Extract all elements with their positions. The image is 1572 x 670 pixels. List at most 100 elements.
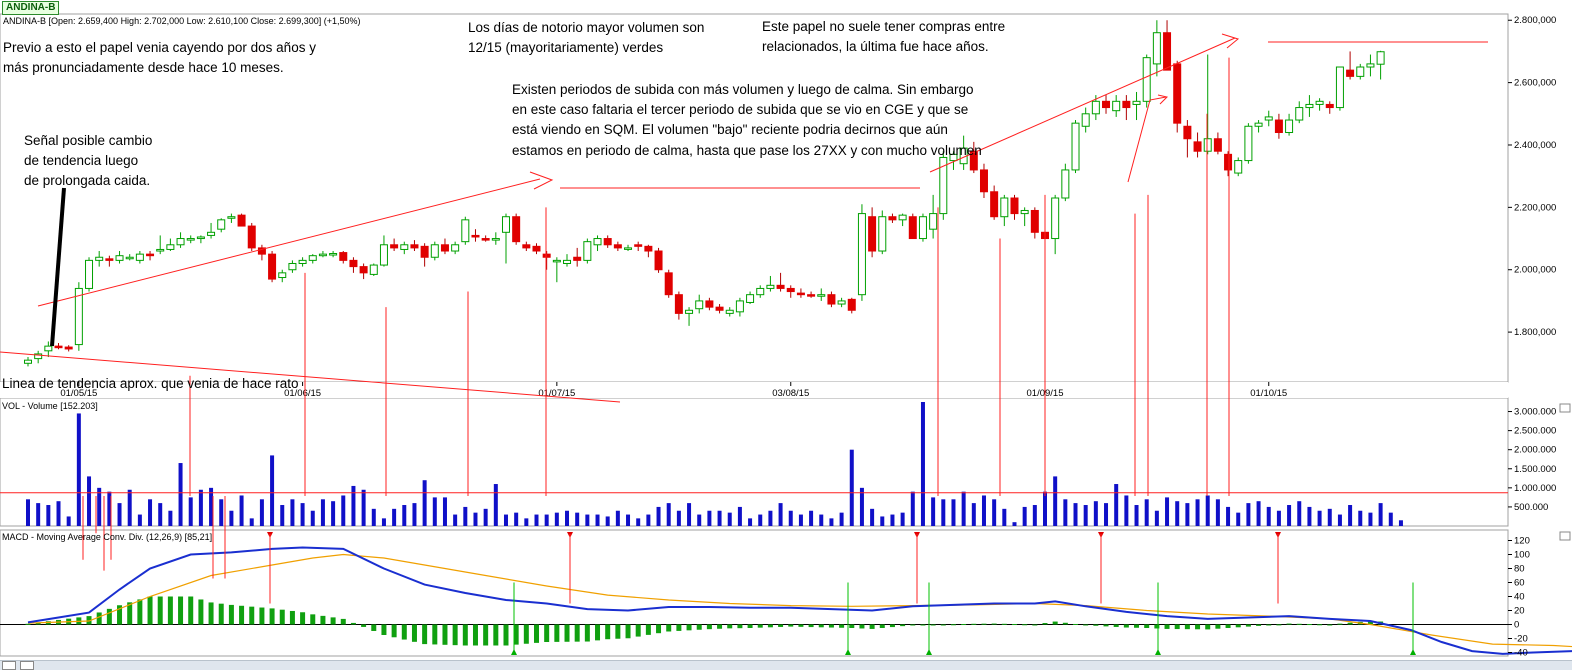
macd-tick-label: -20 <box>1514 634 1528 645</box>
candle-body <box>878 216 887 252</box>
volume-bar <box>920 402 925 526</box>
macd-histogram-bar <box>564 624 570 642</box>
candle-body <box>1325 103 1334 109</box>
candle-body <box>1152 32 1161 65</box>
volume-bar <box>544 514 549 526</box>
macd-panel[interactable] <box>0 529 1509 657</box>
volume-bar <box>951 499 956 526</box>
macd-tick-label: 40 <box>1514 592 1525 603</box>
candle-body <box>969 150 978 171</box>
volume-bar <box>1246 503 1251 526</box>
candle-body <box>339 252 348 261</box>
candle-body <box>44 345 53 352</box>
volume-bar <box>554 512 559 526</box>
macd-histogram-bar <box>981 623 987 625</box>
volume-bar <box>1337 514 1342 526</box>
candle-body <box>501 216 510 233</box>
volume-bar <box>1032 505 1037 526</box>
candle-body <box>695 300 704 310</box>
volume-bar <box>849 449 854 526</box>
macd-histogram-bar <box>503 624 509 646</box>
volume-bar <box>585 514 590 526</box>
candle-body <box>349 259 358 268</box>
candle-body <box>654 250 663 271</box>
macd-histogram-bar <box>869 624 875 629</box>
symbol-tab[interactable]: ANDINA-B <box>2 1 60 15</box>
buy-marker <box>511 649 517 655</box>
candle-body <box>379 244 388 266</box>
note-volume-2: 12/15 (mayoritariamente) verdes <box>468 40 663 55</box>
candle-body <box>1081 113 1090 127</box>
arrow-head-2 <box>1221 33 1240 49</box>
macd-histogram-bar <box>188 596 194 625</box>
macd-histogram-bar <box>696 624 702 630</box>
volume-bar <box>758 514 763 526</box>
volume-bar <box>687 503 692 526</box>
macd-histogram-bar <box>1154 624 1160 629</box>
candle-body <box>1173 63 1182 124</box>
candle-body <box>1234 160 1243 174</box>
candle-body <box>644 245 653 252</box>
macd-histogram-bar <box>239 605 245 625</box>
volume-panel[interactable] <box>0 397 1509 527</box>
long-trendline <box>0 351 621 403</box>
macd-histogram-bar <box>920 624 926 626</box>
macd-histogram-bar <box>757 624 763 628</box>
candle-body <box>786 287 795 293</box>
price-panel[interactable] <box>0 13 1509 383</box>
volume-bar <box>341 495 346 526</box>
candle-body <box>451 244 460 252</box>
candle-body <box>1102 100 1111 109</box>
macd-histogram-bar <box>1083 624 1089 626</box>
up-trendline-1 <box>37 178 541 307</box>
candle-body <box>685 309 694 314</box>
macd-histogram-bar <box>961 624 967 626</box>
candle-body <box>1254 122 1263 127</box>
macd-histogram-bar <box>452 624 458 646</box>
macd-histogram-bar <box>1093 624 1099 626</box>
volume-bar <box>219 499 224 526</box>
volume-tick-label: 2.500.000 <box>1514 426 1556 437</box>
candle-body <box>237 214 246 227</box>
macd-tick-label: 20 <box>1514 606 1525 617</box>
macd-histogram-bar <box>839 624 845 628</box>
candle-body <box>146 253 155 257</box>
macd-histogram-bar <box>1367 621 1373 625</box>
macd-histogram-bar <box>1011 624 1017 626</box>
volume-bar <box>87 476 92 526</box>
candle-body <box>268 253 277 280</box>
macd-histogram-bar <box>706 624 712 630</box>
macd-histogram-bar <box>656 624 662 634</box>
volume-bar <box>442 497 447 526</box>
candle-body <box>725 309 734 314</box>
candle-body <box>166 244 175 250</box>
volume-bar <box>148 499 153 526</box>
macd-histogram-bar <box>127 602 133 625</box>
candle-body <box>1244 125 1253 162</box>
macd-histogram-bar <box>411 624 417 642</box>
signal-marker-line <box>50 187 66 347</box>
macd-tick-label: -40 <box>1514 648 1528 659</box>
candle-body <box>1356 66 1365 77</box>
macd-histogram-bar <box>625 624 631 639</box>
volume-bar <box>26 499 30 526</box>
buy-marker <box>1155 649 1161 655</box>
arrow-head-1 <box>529 171 554 190</box>
volume-bar <box>463 506 468 526</box>
candle-body <box>1051 197 1060 240</box>
macd-histogram-bar <box>259 607 265 625</box>
macd-histogram-bar <box>35 622 41 625</box>
price-tick-label: 2.400,000 <box>1514 140 1556 151</box>
volume-bar <box>56 501 61 526</box>
candle-body <box>1071 122 1080 171</box>
volume-bar <box>310 510 315 526</box>
volume-bar <box>1388 512 1393 526</box>
candle-body <box>1112 100 1121 112</box>
macd-histogram-bar <box>584 624 590 642</box>
volume-bar <box>859 487 864 526</box>
note-trendline: Linea de tendencia aprox. que venia de h… <box>2 376 298 391</box>
candle-body <box>1061 169 1070 199</box>
macd-histogram-bar <box>900 624 906 627</box>
volume-bar <box>1002 508 1007 526</box>
candle-body <box>634 244 643 247</box>
